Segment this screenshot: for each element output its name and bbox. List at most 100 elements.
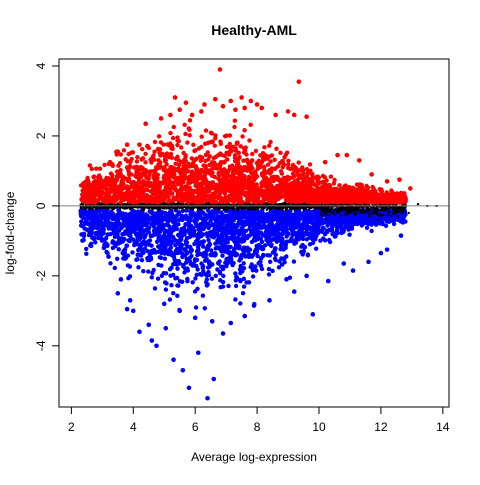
cloud-point bbox=[207, 244, 211, 248]
down-regulated-point bbox=[163, 326, 168, 331]
non-significant-point bbox=[417, 203, 419, 205]
up-regulated-point bbox=[304, 114, 309, 119]
cloud-point bbox=[250, 240, 254, 244]
up-regulated-point bbox=[242, 106, 247, 111]
down-regulated-point bbox=[205, 396, 210, 401]
cloud-point bbox=[210, 209, 214, 213]
cloud-point bbox=[292, 259, 296, 263]
cloud-point bbox=[153, 286, 157, 290]
cloud-point bbox=[185, 245, 189, 249]
cloud-point bbox=[262, 145, 266, 149]
cloud-point bbox=[175, 283, 179, 287]
cloud-point bbox=[294, 212, 298, 216]
cloud-point bbox=[361, 209, 363, 211]
cloud-point bbox=[333, 234, 337, 238]
down-regulated-point bbox=[181, 368, 186, 373]
cloud-point bbox=[201, 244, 205, 248]
cloud-point bbox=[260, 232, 264, 236]
cloud-point bbox=[177, 210, 181, 214]
cloud-point bbox=[230, 227, 234, 231]
cloud-point bbox=[173, 218, 177, 222]
cloud-point bbox=[227, 249, 231, 253]
cloud-point bbox=[196, 247, 200, 251]
cloud-point bbox=[271, 207, 273, 209]
cloud-point bbox=[389, 215, 391, 217]
cloud-point bbox=[197, 213, 201, 217]
cloud-point bbox=[327, 214, 329, 216]
cloud-point bbox=[201, 264, 205, 268]
cloud-point bbox=[150, 206, 152, 208]
cloud-point bbox=[129, 208, 131, 210]
cloud-point bbox=[304, 213, 308, 217]
cloud-point bbox=[126, 238, 130, 242]
cloud-point bbox=[368, 213, 370, 215]
cloud-point bbox=[366, 207, 368, 209]
down-regulated-point bbox=[228, 321, 233, 326]
cloud-point bbox=[127, 233, 131, 237]
cloud-point bbox=[137, 225, 141, 229]
cloud-point bbox=[156, 263, 160, 267]
non-significant-point bbox=[377, 219, 379, 221]
up-regulated-point bbox=[199, 109, 204, 114]
down-regulated-points bbox=[79, 208, 408, 401]
cloud-point bbox=[192, 242, 196, 246]
cloud-point bbox=[273, 232, 277, 236]
cloud-point bbox=[307, 232, 311, 236]
cloud-point bbox=[186, 268, 190, 272]
cloud-point bbox=[325, 207, 327, 209]
cloud-point bbox=[169, 283, 173, 287]
cloud-point bbox=[239, 253, 243, 257]
up-regulated-point bbox=[323, 160, 328, 165]
cloud-point bbox=[268, 260, 272, 264]
cloud-point bbox=[306, 252, 310, 256]
cloud-point bbox=[87, 233, 91, 237]
cloud-point bbox=[151, 211, 155, 215]
up-regulated-point bbox=[233, 107, 238, 112]
cloud-point bbox=[126, 276, 130, 280]
up-regulated-point bbox=[259, 106, 264, 111]
cloud-point bbox=[158, 255, 162, 259]
cloud-point bbox=[136, 265, 140, 269]
cloud-point bbox=[204, 207, 206, 209]
cloud-point bbox=[330, 228, 334, 232]
cloud-point bbox=[258, 259, 262, 263]
cloud-point bbox=[88, 216, 92, 220]
cloud-point bbox=[392, 213, 394, 215]
cloud-point bbox=[163, 246, 167, 250]
down-regulated-point bbox=[326, 279, 331, 284]
cloud-point bbox=[117, 247, 121, 251]
cloud-point bbox=[343, 225, 347, 229]
cloud-point bbox=[232, 248, 236, 252]
up-regulated-point bbox=[345, 153, 350, 158]
cloud-point bbox=[267, 272, 271, 276]
cloud-point bbox=[375, 211, 377, 213]
down-regulated-point bbox=[399, 233, 404, 238]
cloud-point bbox=[104, 209, 108, 213]
cloud-point bbox=[184, 223, 188, 227]
cloud-point bbox=[194, 221, 198, 225]
cloud-point bbox=[168, 297, 172, 301]
cloud-point bbox=[134, 214, 138, 218]
cloud-point bbox=[320, 219, 324, 223]
cloud-point bbox=[241, 207, 243, 209]
cloud-point bbox=[357, 208, 359, 210]
cloud-point bbox=[238, 301, 242, 305]
cloud-point bbox=[198, 272, 202, 276]
cloud-point bbox=[167, 225, 171, 229]
cloud-point bbox=[242, 266, 246, 270]
down-regulated-point bbox=[304, 274, 309, 279]
cloud-point bbox=[211, 213, 215, 217]
cloud-point bbox=[205, 215, 209, 219]
cloud-point bbox=[240, 224, 244, 228]
cloud-point bbox=[140, 251, 144, 255]
cloud-point bbox=[348, 209, 350, 211]
down-regulated-point bbox=[150, 338, 155, 343]
cloud-point bbox=[336, 223, 340, 227]
cloud-point bbox=[232, 232, 236, 236]
cloud-point bbox=[234, 241, 238, 245]
cloud-point bbox=[173, 243, 177, 247]
cloud-point bbox=[331, 207, 333, 209]
cloud-point bbox=[314, 247, 318, 251]
cloud-point bbox=[171, 136, 175, 140]
up-regulated-point bbox=[173, 95, 178, 100]
